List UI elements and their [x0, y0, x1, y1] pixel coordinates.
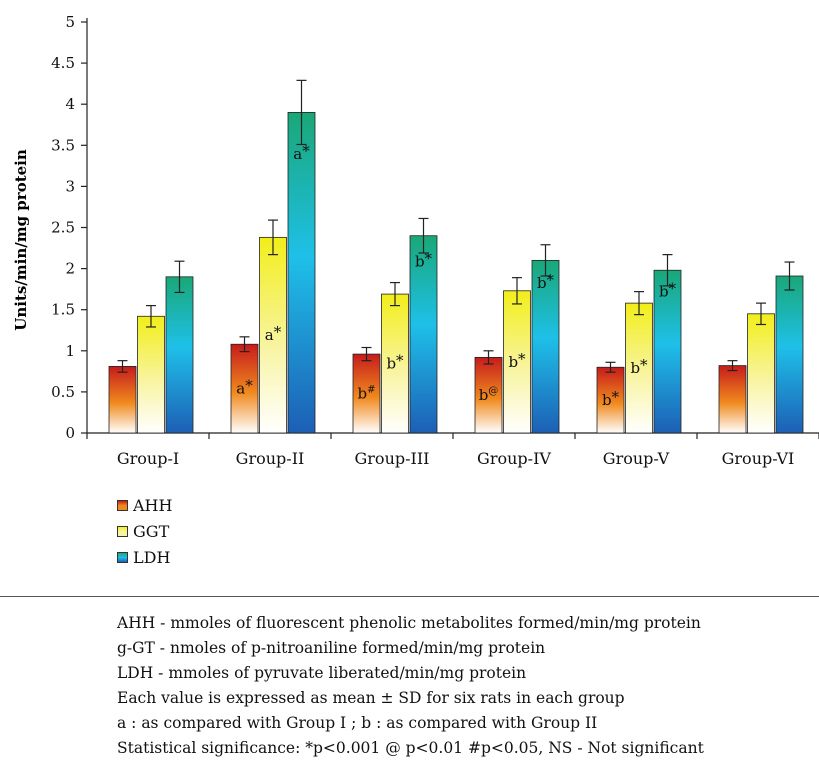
significance-label: b#: [358, 385, 376, 403]
bar-ggt: [381, 293, 409, 434]
legend-item-ggt: GGT: [117, 518, 172, 544]
y-tick-label: 2.5: [51, 219, 75, 237]
y-axis-label: Units/min/mg protein: [12, 149, 30, 331]
bar-ggt: [625, 302, 653, 434]
bar-ahh: [108, 366, 137, 434]
y-tick-label: 0.5: [51, 383, 75, 401]
significance-label: b*: [659, 279, 677, 300]
footnote: Each value is expressed as mean ± SD for…: [117, 689, 625, 707]
bar-ldh: [409, 235, 438, 434]
y-tick-label: 4.5: [51, 54, 75, 72]
bar-ggt: [747, 313, 775, 434]
x-axis: Group-I Group-II Group-III Group-IV Group-V G…: [86, 432, 819, 468]
bar-ldh: [775, 275, 804, 434]
bar-ldh: [531, 259, 560, 434]
bar-ggt: [259, 236, 287, 434]
y-tick-label: 1.5: [51, 301, 75, 319]
bar-ahh: [596, 366, 625, 434]
x-tick-label: Group-II: [236, 449, 305, 468]
x-tick-label: Group-VI: [722, 449, 795, 468]
y-tick-label: 3: [65, 177, 75, 195]
significance-label: b*: [602, 388, 620, 409]
y-tick-label: 3.5: [51, 136, 75, 154]
bar-ldh: [165, 276, 194, 434]
bar-ldh: [653, 269, 682, 434]
legend-swatch-ldh: [117, 551, 128, 563]
x-tick-label: Group-IV: [477, 449, 551, 468]
bar-chart: 00.511.522.533.544.55 Group-I Group-II Gro…: [12, 13, 819, 468]
legend-item-ldh: LDH: [117, 544, 172, 570]
bars: a* b# b@ b* a* b* b* b* a* b* b* b*: [108, 79, 804, 434]
significance-label: a*: [265, 323, 282, 344]
y-tick-label: 2: [65, 260, 75, 278]
x-tick-label: Group-III: [355, 449, 430, 468]
legend-swatch-ggt: [117, 525, 128, 537]
footnote: LDH - mmoles of pyruvate liberated/min/m…: [117, 664, 527, 682]
legend-item-ahh: AHH: [117, 492, 172, 518]
bar-ldh: [287, 112, 316, 434]
bar-ahh: [718, 365, 747, 434]
significance-label: a*: [293, 142, 310, 163]
bar-ggt: [137, 315, 165, 434]
bar-ggt: [503, 290, 531, 434]
divider: [0, 596, 819, 597]
y-tick-label: 4: [65, 95, 75, 113]
legend-label-ggt: GGT: [133, 521, 170, 541]
significance-label: b@: [479, 386, 499, 404]
y-tick-label: 5: [65, 13, 75, 31]
footnote: Statistical significance: *p<0.001 @ p<0…: [117, 739, 704, 757]
footnote: g-GT - nmoles of p-nitroaniline formed/m…: [117, 639, 546, 657]
y-axis: 0 0.5 1 1.5 2 2.5 3 3.5 4 4.5 5: [51, 13, 88, 442]
y-tick-label: 0: [65, 424, 75, 442]
bar-ahh: [474, 356, 503, 434]
legend-label-ldh: LDH: [133, 547, 171, 567]
footnote: AHH - mmoles of fluorescent phenolic met…: [117, 614, 701, 632]
x-tick-label: Group-I: [117, 449, 179, 468]
bar-ahh: [230, 343, 259, 434]
bar-ahh: [352, 353, 381, 434]
legend: AHH GGT LDH: [117, 492, 172, 570]
x-tick-label: Group-V: [603, 449, 670, 468]
legend-swatch-ahh: [117, 499, 128, 511]
footnotes: AHH - mmoles of fluorescent phenolic met…: [117, 611, 704, 761]
legend-label-ahh: AHH: [133, 495, 173, 515]
footnote: a : as compared with Group I ; b : as co…: [117, 714, 598, 732]
significance-label: a*: [236, 377, 253, 398]
significance-label: b*: [630, 356, 648, 377]
significance-label: b*: [537, 271, 555, 292]
significance-label: b*: [415, 249, 433, 270]
significance-label: b*: [386, 352, 404, 373]
y-tick-label: 1: [65, 342, 75, 360]
significance-label: b*: [508, 350, 526, 371]
